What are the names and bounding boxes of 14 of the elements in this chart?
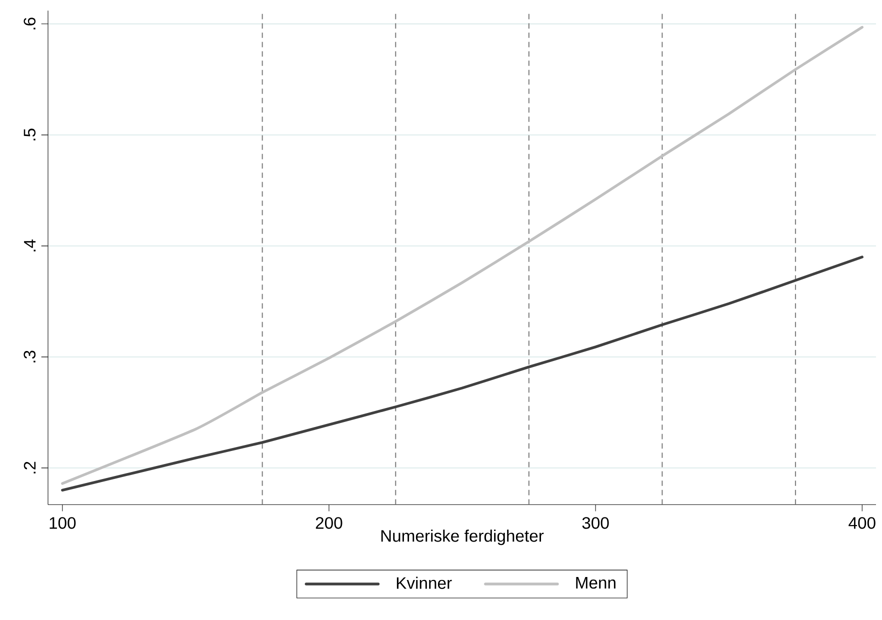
y-tick-label: .4 xyxy=(24,239,36,252)
y-tick-label: .3 xyxy=(24,350,36,362)
line-series xyxy=(61,26,864,485)
x-axis-title: Numeriske ferdigheter xyxy=(381,530,544,546)
x-tick-label: 100 xyxy=(50,517,76,529)
y-tick-label: .6 xyxy=(24,18,36,30)
y-tick-label: .2 xyxy=(24,462,36,474)
x-tick-label: 200 xyxy=(316,517,342,529)
legend-label: Kvinner xyxy=(396,576,452,589)
y-tick-label: .5 xyxy=(24,128,36,140)
line-series xyxy=(61,256,864,492)
x-tick-label: 400 xyxy=(848,517,876,529)
x-tick-label: 300 xyxy=(582,517,609,529)
legend-label: Menn xyxy=(576,577,616,589)
